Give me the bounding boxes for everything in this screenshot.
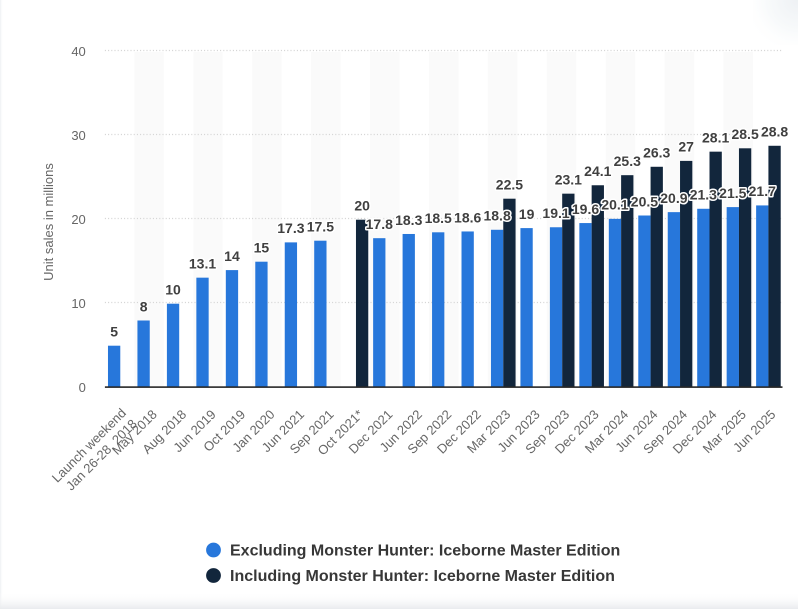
svg-text:20.9: 20.9 bbox=[660, 190, 687, 206]
svg-text:18.5: 18.5 bbox=[425, 210, 452, 226]
svg-text:40: 40 bbox=[71, 44, 85, 59]
svg-text:10: 10 bbox=[71, 296, 85, 311]
svg-text:Excluding Monster Hunter: Iceb: Excluding Monster Hunter: Iceborne Maste… bbox=[230, 542, 620, 559]
svg-text:25.3: 25.3 bbox=[614, 153, 641, 169]
svg-text:18.3: 18.3 bbox=[395, 212, 422, 228]
svg-text:19.6: 19.6 bbox=[572, 201, 599, 217]
svg-text:30: 30 bbox=[71, 128, 85, 143]
svg-text:19: 19 bbox=[519, 206, 535, 222]
svg-text:Including Monster Hunter: Iceb: Including Monster Hunter: Iceborne Maste… bbox=[230, 568, 615, 585]
svg-text:17.5: 17.5 bbox=[307, 219, 334, 235]
svg-text:5: 5 bbox=[110, 324, 118, 340]
svg-text:24.1: 24.1 bbox=[584, 163, 611, 179]
svg-text:28.8: 28.8 bbox=[761, 124, 788, 140]
svg-text:20: 20 bbox=[354, 198, 370, 214]
svg-text:23.1: 23.1 bbox=[555, 171, 582, 187]
svg-text:0: 0 bbox=[79, 380, 86, 395]
svg-text:26.3: 26.3 bbox=[643, 145, 670, 161]
svg-text:10: 10 bbox=[165, 282, 181, 298]
svg-text:15: 15 bbox=[254, 240, 270, 256]
svg-text:20.5: 20.5 bbox=[631, 193, 658, 209]
svg-text:Unit sales in millions: Unit sales in millions bbox=[41, 163, 56, 281]
svg-text:20: 20 bbox=[71, 212, 85, 227]
svg-text:17.3: 17.3 bbox=[277, 220, 304, 236]
svg-text:20.1: 20.1 bbox=[601, 197, 628, 213]
svg-text:21.3: 21.3 bbox=[690, 187, 717, 203]
svg-text:21.7: 21.7 bbox=[749, 183, 776, 199]
svg-text:22.5: 22.5 bbox=[496, 177, 523, 193]
svg-text:27: 27 bbox=[678, 139, 694, 155]
svg-text:18.8: 18.8 bbox=[483, 208, 510, 224]
svg-text:28.5: 28.5 bbox=[731, 126, 758, 142]
svg-text:18.6: 18.6 bbox=[454, 209, 481, 225]
svg-text:17.8: 17.8 bbox=[366, 216, 393, 232]
svg-text:28.1: 28.1 bbox=[702, 129, 729, 145]
svg-text:19.1: 19.1 bbox=[542, 205, 569, 221]
svg-text:13.1: 13.1 bbox=[189, 255, 216, 271]
svg-text:21.5: 21.5 bbox=[719, 185, 746, 201]
svg-text:14: 14 bbox=[224, 248, 240, 264]
svg-text:8: 8 bbox=[140, 298, 148, 314]
